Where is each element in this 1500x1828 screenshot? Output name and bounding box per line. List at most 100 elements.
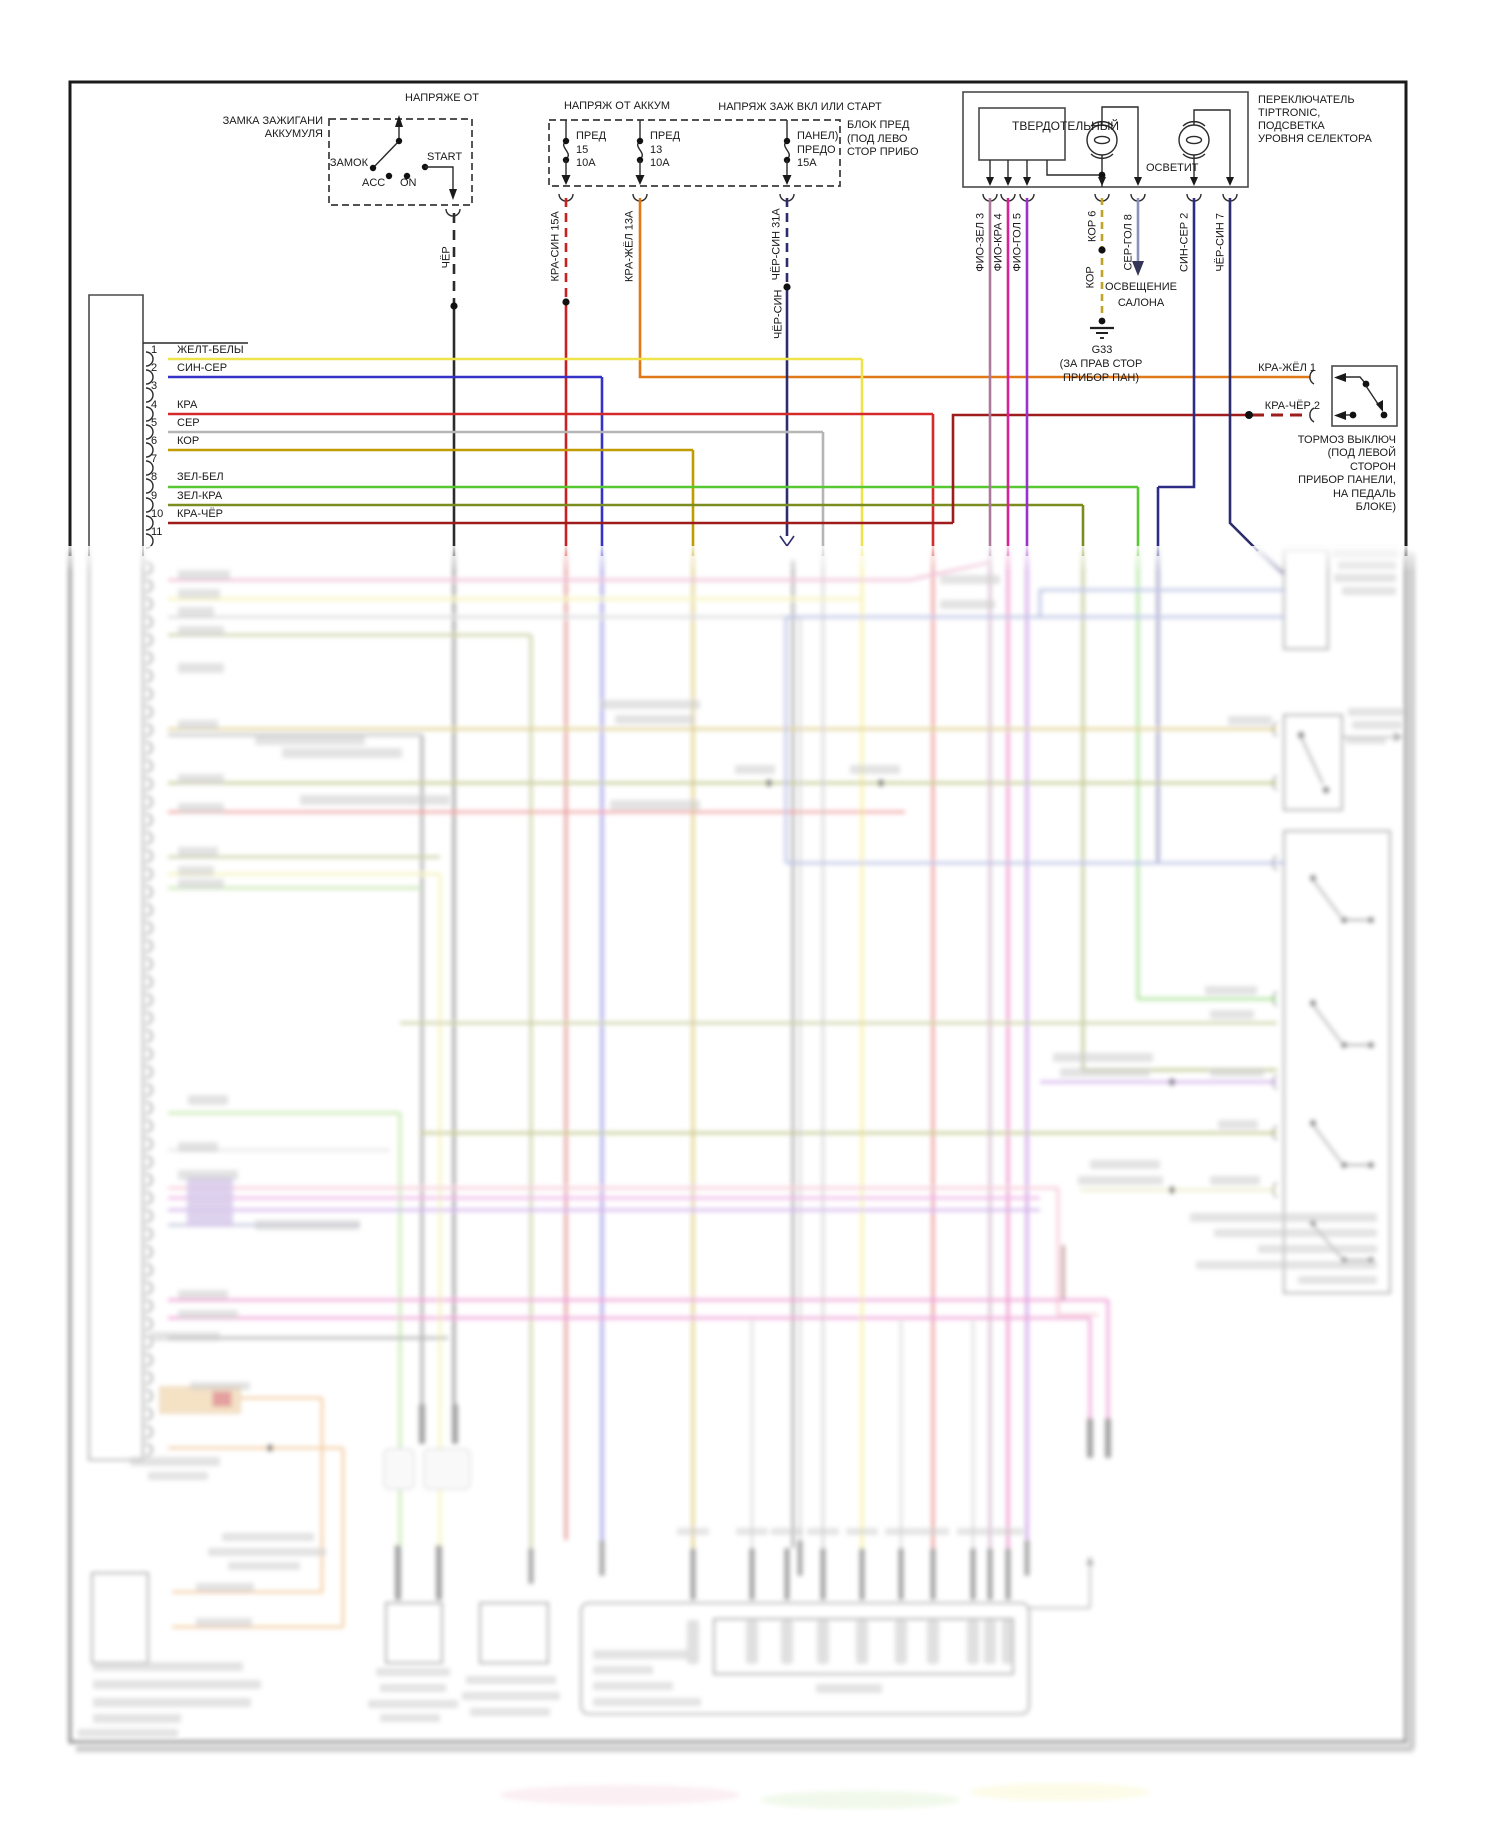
pin-bump-icon xyxy=(145,515,154,531)
illegible-text-blob xyxy=(1352,721,1402,729)
contact-dot xyxy=(1368,1042,1374,1048)
pin-bump-icon xyxy=(145,1407,153,1421)
fusebox-location-2: (ПОД ЛЕВО xyxy=(847,133,908,145)
fuse-name: ПРЕД xyxy=(576,130,607,142)
pin-bump-icon xyxy=(145,1083,153,1097)
pin-bump-icon xyxy=(145,561,153,575)
illegible-text-blob xyxy=(1298,1276,1377,1284)
pin-stub xyxy=(859,1548,865,1600)
pin-bump-icon xyxy=(145,867,153,881)
illegible-text-blob xyxy=(677,1528,709,1535)
illegible-text-blob xyxy=(178,720,218,730)
pin-number: 2 xyxy=(151,362,158,374)
illegible-text-blob xyxy=(1196,1261,1377,1269)
pin-wire-label: КОР xyxy=(177,435,200,447)
pin-socket xyxy=(817,1620,829,1664)
pin-bump-icon xyxy=(145,1353,153,1367)
illegible-text-blob xyxy=(255,736,365,745)
pin-bump-icon xyxy=(145,615,153,629)
wire-label-chjor-sin-2: ЧЁР-СИН xyxy=(772,289,785,340)
brake-caption-5: НА ПЕДАЛЬ xyxy=(1332,488,1396,500)
on-label: ON xyxy=(400,177,417,189)
supply-label: НАПРЯЖЕ ОТ xyxy=(405,92,479,104)
pin-bump-icon xyxy=(145,813,153,827)
fuse-name: ПРЕД xyxy=(650,130,681,142)
lamp-icon xyxy=(1178,120,1210,160)
contact-dot xyxy=(1310,1000,1316,1006)
illegible-text-blob xyxy=(178,866,214,876)
fuse-rating: 10А xyxy=(650,157,670,169)
brake-caption-6: БЛОКЕ) xyxy=(1355,501,1396,513)
interior-light-label-1: ОСВЕЩЕНИЕ xyxy=(1104,281,1177,293)
illegible-text-blob xyxy=(78,1729,178,1737)
illegible-text-blob xyxy=(846,1528,878,1535)
pin-number: 4 xyxy=(151,399,158,411)
acc-label: ACC xyxy=(362,177,386,189)
switch-arm xyxy=(1312,1124,1342,1163)
illegible-text-blob xyxy=(178,847,218,857)
illegible-text-blob xyxy=(178,803,224,813)
brake-caption-1: ТОРМОЗ ВЫКЛЮЧ xyxy=(1297,434,1396,446)
illegible-text-blob xyxy=(178,570,230,580)
illegible-text-blob xyxy=(300,795,450,805)
illegible-text-blob xyxy=(1228,716,1272,725)
illegible-text-blob xyxy=(735,765,775,774)
pin-wire-label: КРА-ЧЁР xyxy=(177,508,224,520)
fuse-number: ПРЕДО xyxy=(797,144,836,156)
pin-stub xyxy=(1024,1540,1030,1576)
pin-bump-icon xyxy=(145,831,153,845)
illegible-text-blob xyxy=(368,1700,458,1708)
pin-socket xyxy=(967,1620,979,1664)
pin-bump-icon xyxy=(145,939,153,953)
illegible-text-blob xyxy=(1078,1176,1163,1185)
interior-light-label-2: САЛОНА xyxy=(1117,297,1165,309)
pin-bump-icon xyxy=(145,651,153,665)
pin-stub xyxy=(690,1548,696,1600)
pin-stub xyxy=(898,1548,904,1600)
contact-dot xyxy=(1310,875,1316,881)
illegible-text-blob xyxy=(1053,1053,1153,1062)
pin-stub xyxy=(970,1548,976,1600)
pin-bump-icon xyxy=(145,1389,153,1403)
wire-label-tiptronic: КОР 6 xyxy=(1086,210,1099,243)
tiptronic-caption-3: ПОДСВЕТКА xyxy=(1258,120,1325,132)
fusebox-location-3: СТОР ПРИБО xyxy=(847,146,919,158)
pin-bump-icon xyxy=(145,597,153,611)
brake-caption-2: (ПОД ЛЕВОЙ xyxy=(1327,447,1396,459)
pin-bump-icon xyxy=(145,759,153,773)
brake-pin1-label: КРА-ЖЁЛ 1 xyxy=(1258,362,1316,374)
pin-bump-icon xyxy=(145,1029,153,1043)
illegible-text-blob xyxy=(1214,1229,1377,1237)
wire-zel-kra xyxy=(168,503,1085,556)
pin-bump-icon xyxy=(145,705,153,719)
wire-sin-ser-2 xyxy=(1156,198,1196,556)
wire-label-kra-zhel: КРА-ЖЁЛ 13А xyxy=(623,210,636,283)
pin-stub xyxy=(1005,1548,1011,1600)
pin-bump-icon xyxy=(145,957,153,971)
illegible-text-blob xyxy=(1332,548,1398,557)
illegible-text-blob xyxy=(1210,1068,1264,1077)
illegible-text-blob xyxy=(610,800,700,810)
wire-kra xyxy=(168,412,935,556)
brake-caption-3: СТОРОН xyxy=(1350,461,1396,473)
lock-label: ЗАМОК xyxy=(329,157,368,169)
illegible-text-blob xyxy=(178,1170,238,1180)
pin-wire-label: КРА xyxy=(177,399,198,411)
pin-stub xyxy=(1087,1418,1093,1458)
pin-bump-icon xyxy=(145,1317,153,1331)
fuse-rating: 10А xyxy=(576,157,596,169)
illegible-text-blob xyxy=(736,1528,768,1535)
pin-bump-icon xyxy=(145,1335,153,1349)
illegible-text-blob xyxy=(1190,1213,1377,1222)
pin-bump-icon xyxy=(145,1191,153,1205)
pin-bump-icon xyxy=(145,1245,153,1259)
pin-number: 3 xyxy=(151,380,158,392)
wire-ser xyxy=(168,430,825,556)
ground-symbol-g33 xyxy=(1090,317,1114,339)
pin-bump-icon xyxy=(145,424,154,440)
pin-stub xyxy=(528,1548,534,1584)
pin-bump-icon xyxy=(145,1119,153,1133)
page-frame-top xyxy=(68,80,1408,556)
pin-bump-icon xyxy=(145,1299,153,1313)
